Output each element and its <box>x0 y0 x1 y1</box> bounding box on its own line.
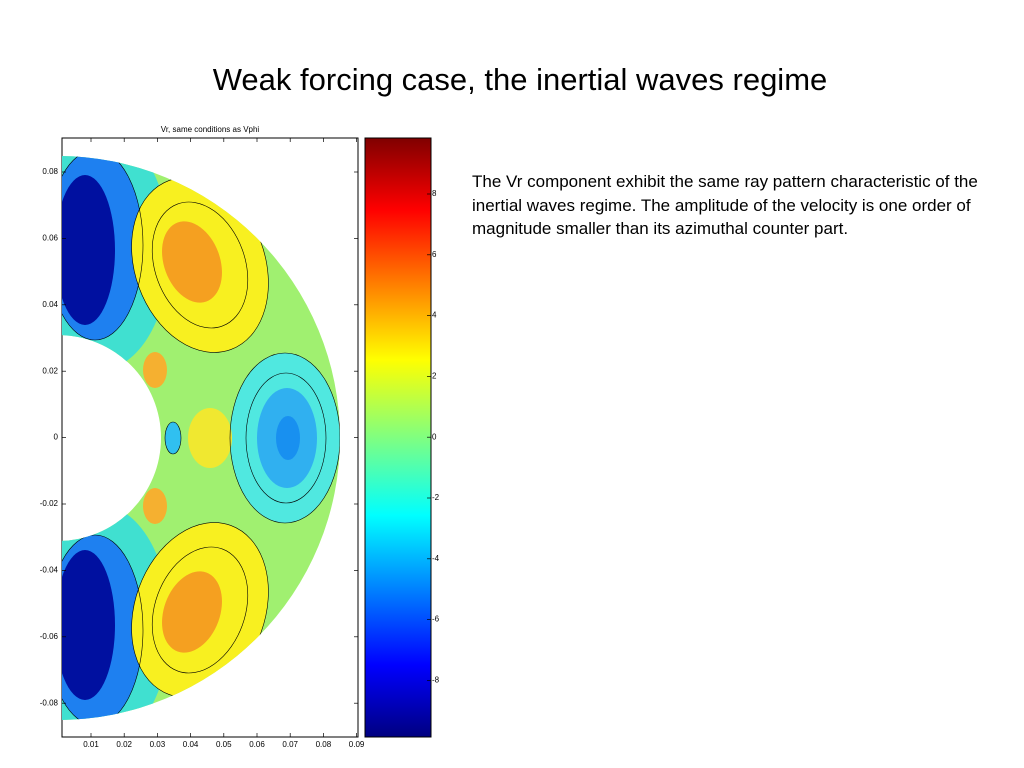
y-tick-label: -0.02 <box>40 499 59 508</box>
colorbar <box>364 137 432 738</box>
y-tick-label: 0.02 <box>42 366 58 375</box>
x-tick-label: 0.03 <box>150 740 166 749</box>
x-tick-label: 0.09 <box>349 740 365 749</box>
x-tick-label: 0.07 <box>282 740 298 749</box>
figure-title: Vr, same conditions as Vphi <box>161 125 260 134</box>
y-tick-label: 0.06 <box>42 234 58 243</box>
y-tick-label: -0.04 <box>40 566 59 575</box>
y-tick-label: -0.06 <box>40 632 59 641</box>
figure: Vr, same conditions as Vphi <box>40 125 440 749</box>
x-tick-label: 0.05 <box>216 740 232 749</box>
colorbar-tick-label: 2 <box>432 372 437 381</box>
colorbar-tick-label: 6 <box>432 250 437 259</box>
colorbar-tick-label: -4 <box>432 554 440 563</box>
x-tick-label: 0.01 <box>83 740 99 749</box>
y-tick-label: 0.08 <box>42 167 58 176</box>
y-tick-label: 0 <box>54 433 59 442</box>
colorbar-tick-label: -8 <box>432 676 440 685</box>
colorbar-tick-label: -2 <box>432 493 440 502</box>
colorbar-tick-label: 0 <box>432 432 437 441</box>
colorbar-tick-label: -6 <box>432 615 440 624</box>
x-tick-label: 0.08 <box>316 740 332 749</box>
y-tick-label: 0.04 <box>42 300 58 309</box>
colorbar-tick-label: 4 <box>432 311 437 320</box>
slide-body: The Vr component exhibit the same ray pa… <box>472 172 978 238</box>
y-tick-label: -0.08 <box>40 698 59 707</box>
x-tick-label: 0.02 <box>116 740 132 749</box>
x-tick-label: 0.04 <box>183 740 199 749</box>
slide-title: Weak forcing case, the inertial waves re… <box>212 62 828 97</box>
x-tick-label: 0.06 <box>249 740 265 749</box>
colorbar-tick-label: 8 <box>432 189 437 198</box>
